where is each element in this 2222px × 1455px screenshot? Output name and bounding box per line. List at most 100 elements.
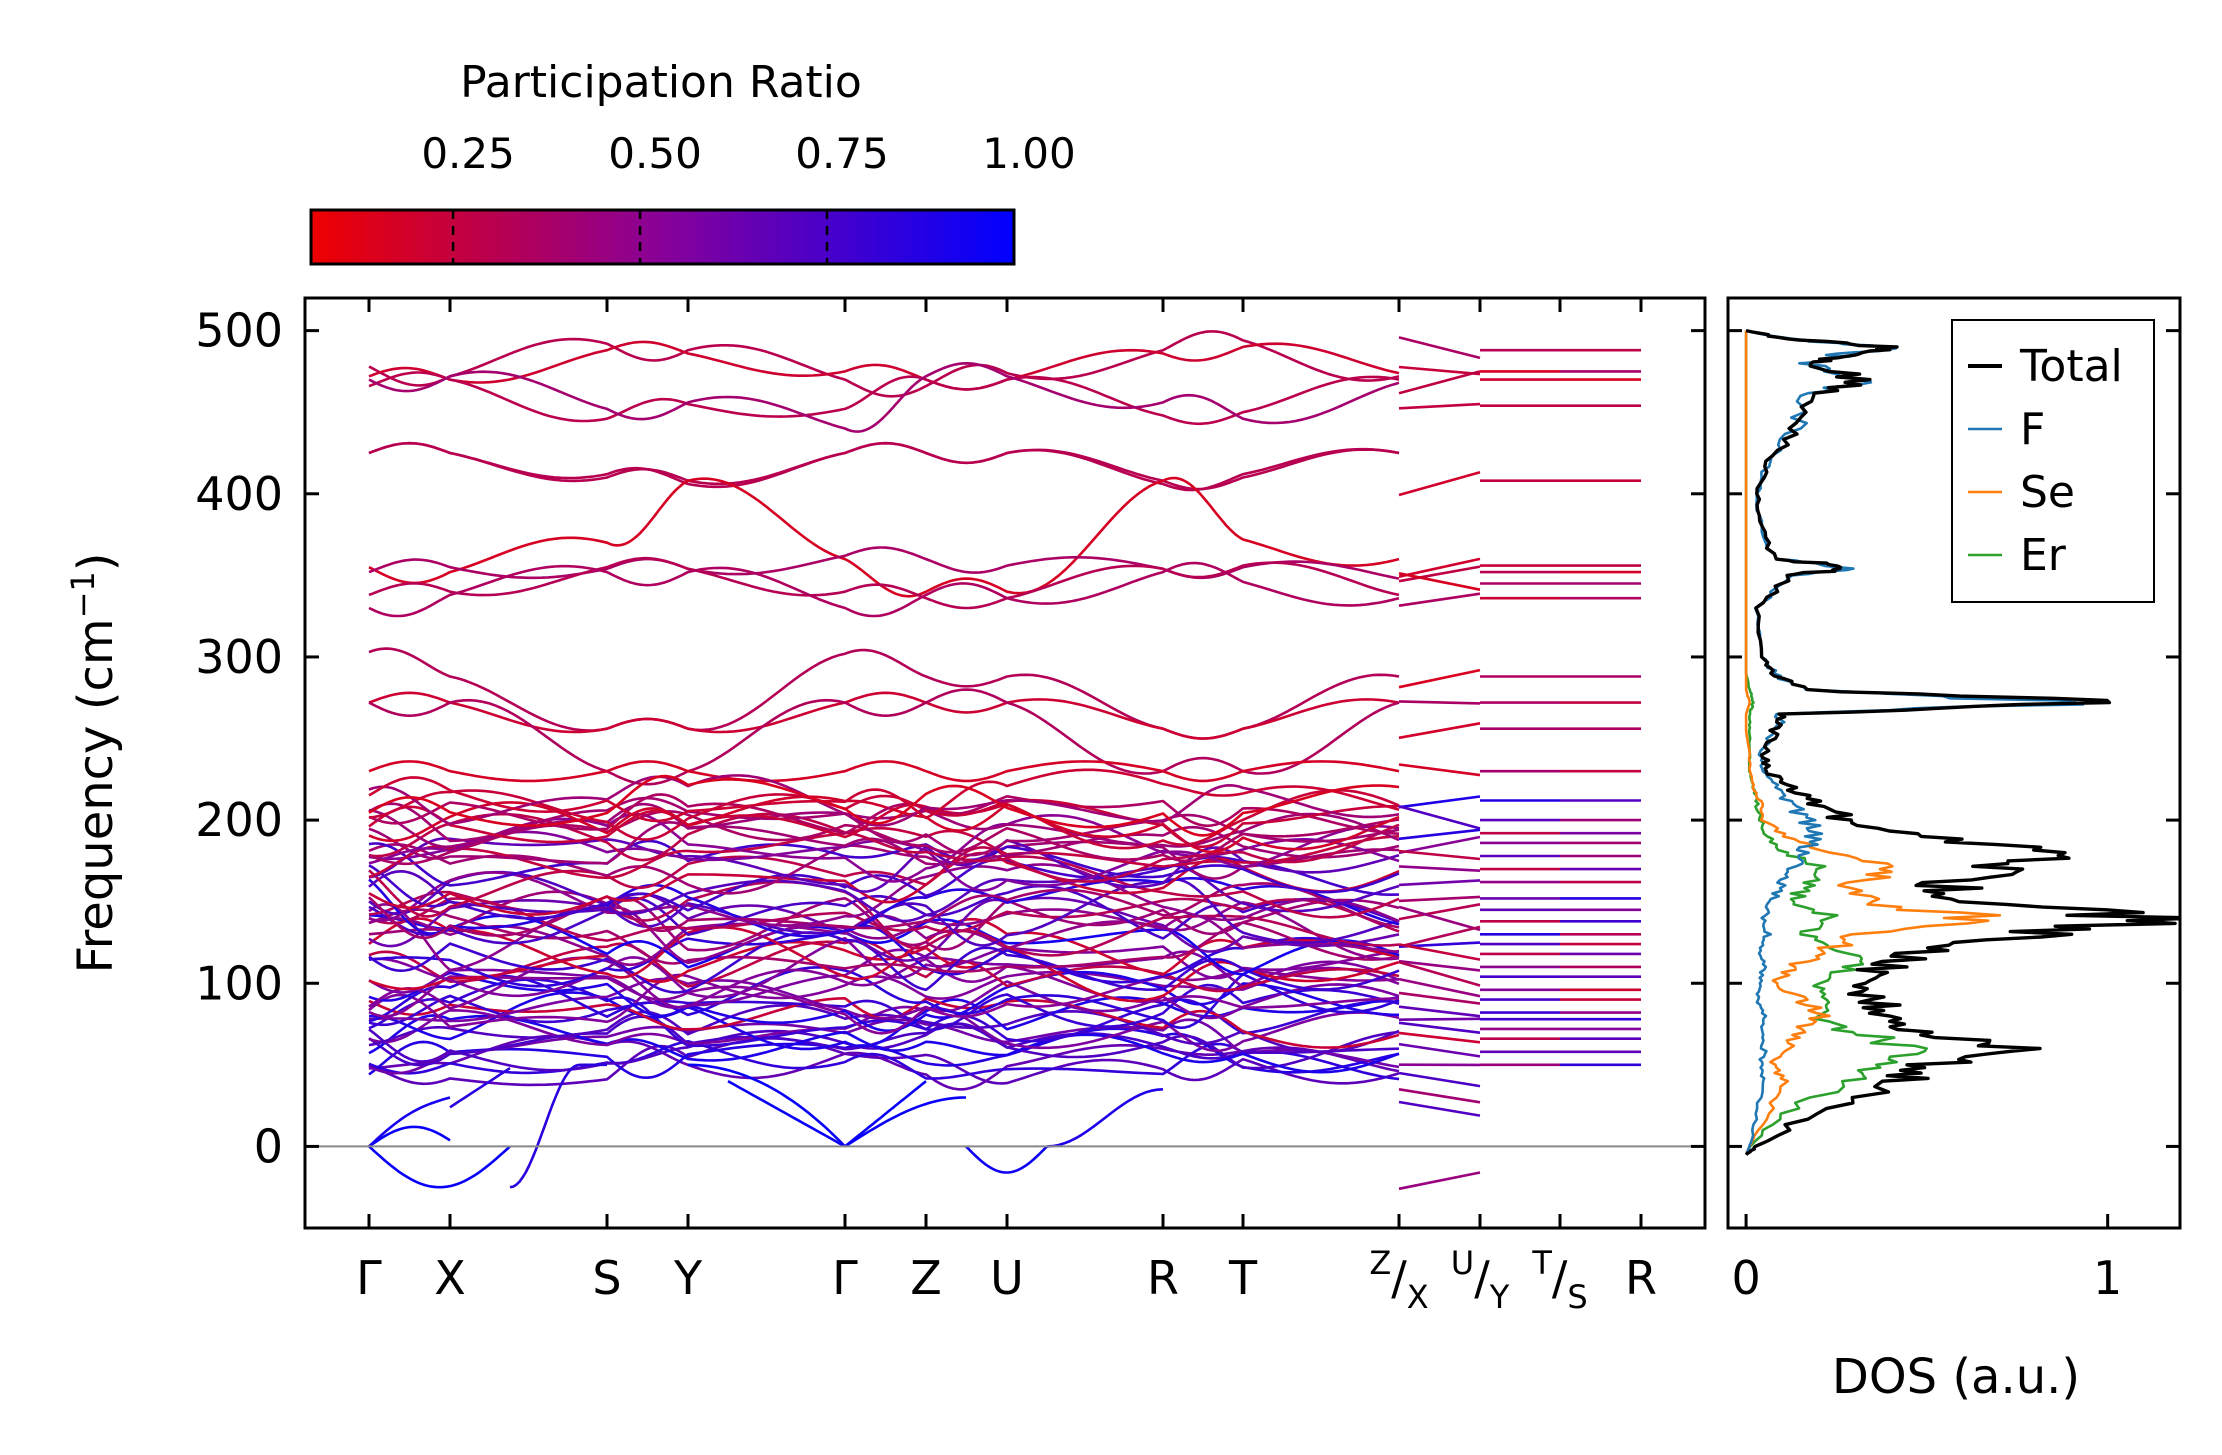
k-point-label: U xyxy=(990,1251,1024,1305)
phonon-branch xyxy=(368,892,1400,962)
phonon-branch xyxy=(509,1063,607,1189)
y-tick-label: 0 xyxy=(254,1119,283,1173)
phonon-branch xyxy=(1398,1005,1481,1018)
phonon-branch xyxy=(368,890,1400,952)
phonon-branch xyxy=(368,936,1400,999)
phonon-branch xyxy=(368,768,1400,823)
k-point-label: R xyxy=(1625,1251,1657,1305)
phonon-branch xyxy=(1398,1171,1481,1191)
k-point-label: Z xyxy=(910,1251,942,1305)
colorbar-tick-label: 0.25 xyxy=(421,129,515,178)
phonon-branch xyxy=(1398,370,1481,395)
phonon-branch xyxy=(1398,763,1481,777)
phonon-branch xyxy=(368,1022,1400,1072)
phonon-branch xyxy=(1398,1042,1481,1058)
phonon-branch xyxy=(1398,879,1481,887)
phonon-branch xyxy=(1398,557,1481,578)
phonon-branch xyxy=(368,441,1400,491)
k-point-label: X xyxy=(434,1251,466,1305)
colorbar-title: Participation Ratio xyxy=(460,57,862,108)
phonon-branch xyxy=(1398,865,1481,872)
y-tick-label: 300 xyxy=(195,630,283,684)
dos-x-tick-label: 1 xyxy=(2093,1251,2122,1305)
phonon-branch xyxy=(368,908,1400,973)
phonon-branch xyxy=(368,1145,511,1189)
phonon-branch xyxy=(368,556,1400,610)
colorbar: Participation Ratio 0.25 0.50 0.75 1.00 xyxy=(309,57,1076,266)
colorbar-ticks: 0.25 0.50 0.75 1.00 xyxy=(421,129,1076,264)
phonon-branch xyxy=(1398,959,1481,972)
k-point-label: U/Y xyxy=(1451,1244,1510,1316)
phonon-branch xyxy=(727,1080,846,1148)
phonon-branch xyxy=(368,371,1400,426)
phonon-branch xyxy=(1398,1100,1481,1117)
phonon-branch xyxy=(368,968,1400,1035)
phonon-branch xyxy=(368,546,1400,580)
k-point-label: R xyxy=(1147,1251,1179,1305)
phonon-branch xyxy=(368,1014,1400,1074)
colorbar-gradient xyxy=(309,208,1016,266)
phonon-branch xyxy=(368,931,1400,994)
phonon-branch xyxy=(1398,470,1481,497)
phonon-branch xyxy=(368,1037,1400,1087)
k-point-label: S xyxy=(592,1251,621,1305)
phonon-branch xyxy=(1398,849,1481,861)
phonon-branch xyxy=(1398,1021,1481,1034)
phonon-branch xyxy=(368,789,1400,849)
k-point-label: T/S xyxy=(1531,1244,1587,1316)
phonon-branch xyxy=(1398,991,1481,1005)
phonon-branch xyxy=(1398,722,1481,740)
phonon-branch xyxy=(449,1067,511,1109)
phonon-branch xyxy=(368,821,1400,866)
legend-label: Er xyxy=(2020,530,2067,581)
phonon-branch xyxy=(368,691,1400,740)
legend-label: F xyxy=(2020,404,2045,455)
phonon-branch xyxy=(687,1063,846,1148)
phonon-branch xyxy=(368,840,1400,895)
phonon-branch xyxy=(1046,1088,1164,1148)
phonon-branch xyxy=(368,760,1400,783)
k-point-label: Γ xyxy=(356,1251,382,1305)
phonon-branch xyxy=(368,441,1400,492)
phonon-branch xyxy=(1398,795,1481,809)
phonon-branch xyxy=(368,793,1400,835)
k-point-label: Y xyxy=(673,1251,703,1305)
phonon-branch xyxy=(368,1096,451,1148)
phonon-branch xyxy=(368,340,1400,391)
phonon-branch xyxy=(1398,336,1481,360)
phonon-branch xyxy=(1398,960,1481,987)
colorbar-tick-label: 1.00 xyxy=(982,129,1076,178)
phonon-branch xyxy=(368,884,1400,945)
phonon-branch xyxy=(368,688,1400,786)
phonon-branch xyxy=(368,561,1400,618)
phonon-branch xyxy=(368,1004,1400,1054)
dos-axes-frame xyxy=(1726,296,2182,1230)
phonon-branch xyxy=(1398,977,1481,998)
phonon-branch xyxy=(368,846,1400,919)
legend-label: Se xyxy=(2020,467,2075,518)
y-tick-label: 500 xyxy=(195,304,283,358)
phonon-branch xyxy=(1398,668,1481,689)
phonon-branch xyxy=(368,826,1400,880)
phonon-branch xyxy=(1398,895,1481,903)
phonon-branch xyxy=(368,476,1400,598)
phonon-branch xyxy=(368,939,1400,993)
phonon-branch xyxy=(1398,828,1481,841)
band-axes-frame xyxy=(303,296,1707,1230)
phonon-branch xyxy=(368,788,1400,850)
y-tick-label: 400 xyxy=(195,467,283,521)
phonon-branch xyxy=(844,1096,967,1148)
y-tick-label: 100 xyxy=(195,956,283,1010)
phonon-branch xyxy=(368,774,1400,837)
phonon-branch xyxy=(965,1145,1048,1174)
dos-lines xyxy=(1744,328,2180,1156)
y-tick-label: 200 xyxy=(195,793,283,847)
dos-series-total xyxy=(1744,328,2180,1156)
phonon-branch xyxy=(1398,1031,1481,1044)
band-lines xyxy=(368,330,1641,1191)
phonon-branch xyxy=(1398,365,1481,376)
